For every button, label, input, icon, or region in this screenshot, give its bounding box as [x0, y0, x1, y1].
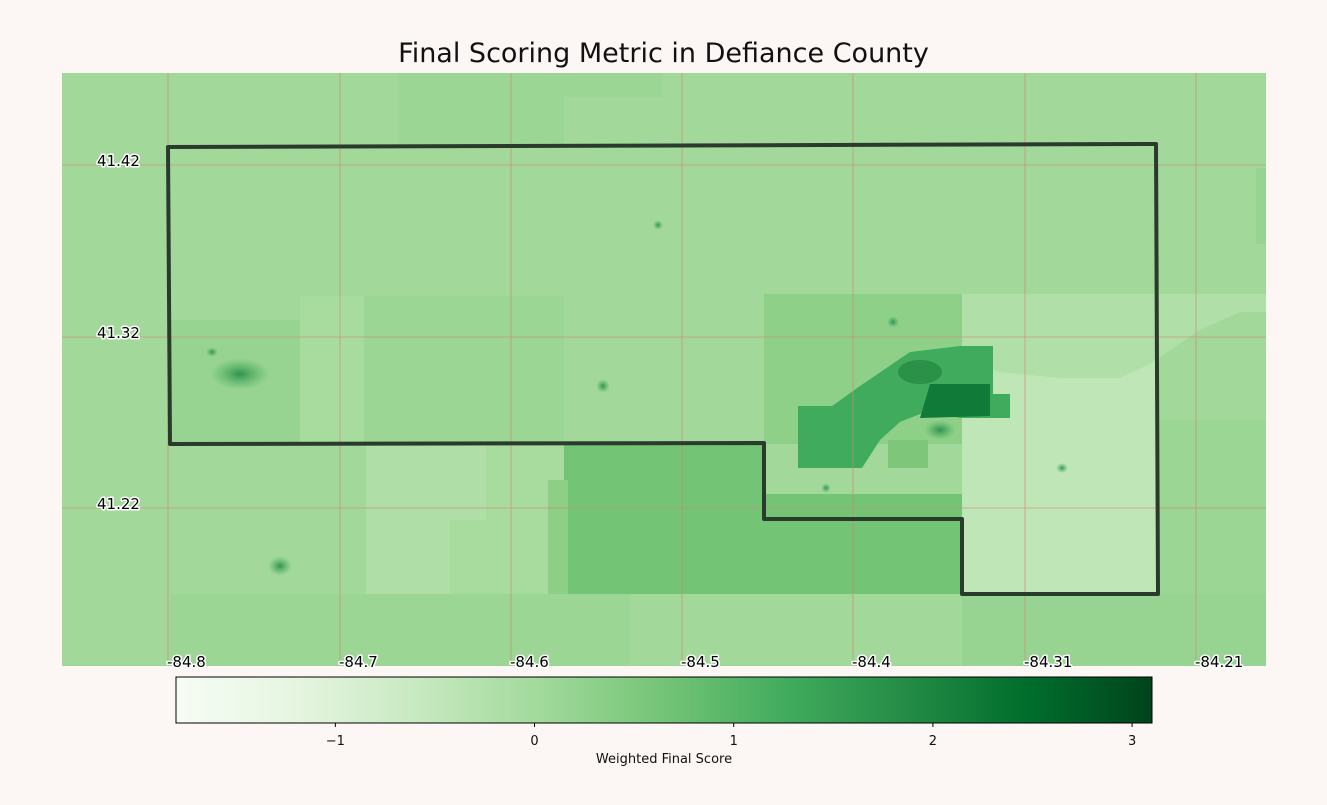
colorbar-tick-label: 2 [929, 734, 937, 749]
score-raster [62, 73, 1266, 666]
lon-label: -84.6 [510, 653, 549, 671]
colorbar-tick-label: 0 [530, 734, 538, 749]
colorbar-ticks: −1 0 1 2 3 [326, 723, 1136, 749]
latitude-labels: 41.42 41.32 41.22 [96, 151, 142, 515]
colorbar-label: Weighted Final Score [595, 752, 733, 767]
lat-label: 41.22 [97, 495, 140, 513]
colorbar-gradient [175, 676, 1153, 724]
colorbar-tick-label: 3 [1128, 734, 1136, 749]
lon-label: -84.31 [1024, 653, 1072, 671]
lat-label: 41.42 [97, 152, 140, 170]
colorbar-tick-label: 1 [730, 734, 738, 749]
longitude-labels: -84.8 -84.7 -84.6 -84.5 -84.4 -84.31 -84… [166, 652, 1245, 673]
colorbar: −1 0 1 2 3 [175, 676, 1153, 749]
lon-label: -84.7 [339, 653, 378, 671]
lat-label: 41.32 [97, 324, 140, 342]
lon-label: -84.8 [167, 653, 206, 671]
colorbar-tick-label: −1 [326, 734, 345, 749]
map-title: Final Scoring Metric in Defiance County [398, 38, 929, 69]
lon-label: -84.21 [1195, 653, 1243, 671]
county-boundary [166, 142, 1160, 596]
lon-label: -84.5 [681, 653, 720, 671]
lon-label: -84.4 [852, 653, 891, 671]
